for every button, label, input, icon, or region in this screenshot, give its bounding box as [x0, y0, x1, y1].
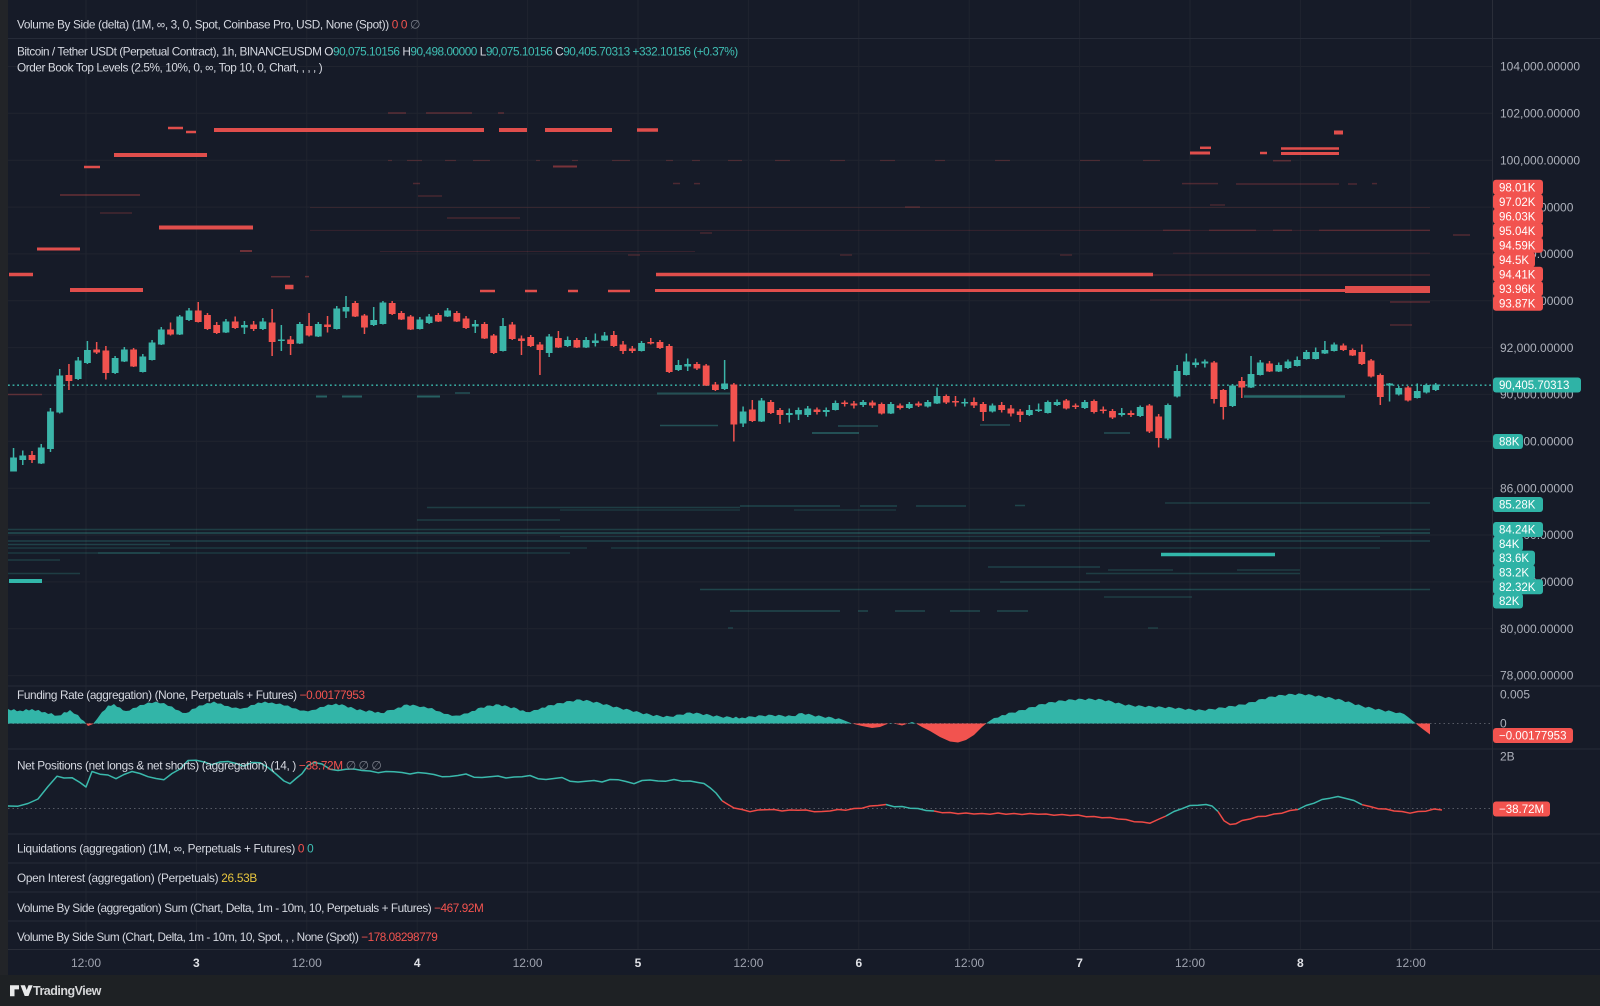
svg-text:5: 5 — [635, 956, 642, 970]
svg-text:83.6K: 83.6K — [1499, 553, 1529, 565]
svg-text:102,000.00000: 102,000.00000 — [1500, 107, 1580, 121]
svg-text:Volume By Side (delta) (1M, ∞,: Volume By Side (delta) (1M, ∞, 3, 0, Spo… — [17, 18, 420, 32]
svg-text:95.04K: 95.04K — [1499, 226, 1536, 238]
svg-text:84.24K: 84.24K — [1499, 525, 1536, 537]
svg-text:94.5K: 94.5K — [1499, 255, 1529, 267]
svg-text:4: 4 — [414, 956, 421, 970]
svg-text:98.01K: 98.01K — [1499, 182, 1536, 194]
svg-text:Net Positions (net longs & net: Net Positions (net longs & net shorts) (… — [17, 758, 381, 772]
svg-text:Liquidations (aggregation) (1M: Liquidations (aggregation) (1M, ∞, Perpe… — [17, 841, 314, 855]
svg-text:12:00: 12:00 — [954, 956, 984, 970]
svg-text:84K: 84K — [1499, 539, 1520, 551]
svg-text:85.28K: 85.28K — [1499, 500, 1536, 512]
svg-text:12:00: 12:00 — [513, 956, 543, 970]
svg-text:7: 7 — [1076, 956, 1083, 970]
svg-text:96.03K: 96.03K — [1499, 211, 1536, 223]
svg-text:0.005: 0.005 — [1500, 688, 1530, 702]
svg-text:0: 0 — [1500, 717, 1507, 731]
svg-text:Open Interest (aggregation) (P: Open Interest (aggregation) (Perpetuals)… — [17, 871, 257, 885]
svg-text:12:00: 12:00 — [1396, 956, 1426, 970]
svg-text:12:00: 12:00 — [733, 956, 763, 970]
svg-text:Funding Rate (aggregation) (No: Funding Rate (aggregation) (None, Perpet… — [17, 688, 366, 702]
svg-text:−0.00177953: −0.00177953 — [1499, 731, 1566, 743]
svg-text:100,000.00000: 100,000.00000 — [1500, 153, 1580, 167]
svg-text:97.02K: 97.02K — [1499, 197, 1536, 209]
svg-text:Volume By Side (aggregation) S: Volume By Side (aggregation) Sum (Chart,… — [17, 901, 483, 915]
svg-text:8: 8 — [1297, 956, 1304, 970]
svg-text:12:00: 12:00 — [1175, 956, 1205, 970]
svg-text:−38.72M: −38.72M — [1499, 804, 1544, 816]
svg-text:90,405.70313: 90,405.70313 — [1499, 380, 1569, 392]
svg-text:93.87K: 93.87K — [1499, 298, 1536, 310]
svg-text:94.41K: 94.41K — [1499, 269, 1536, 281]
svg-text:82K: 82K — [1499, 596, 1520, 608]
svg-text:88K: 88K — [1499, 437, 1520, 449]
svg-text:12:00: 12:00 — [71, 956, 101, 970]
svg-text:Bitcoin / Tether USDt (Perpetu: Bitcoin / Tether USDt (Perpetual Contrac… — [17, 44, 738, 58]
svg-text:Volume By Side Sum (Chart, Del: Volume By Side Sum (Chart, Delta, 1m - 1… — [17, 930, 437, 944]
svg-text:78,000.00000: 78,000.00000 — [1500, 669, 1574, 683]
svg-text:82.32K: 82.32K — [1499, 582, 1536, 594]
svg-text:12:00: 12:00 — [292, 956, 322, 970]
svg-text:104,000.00000: 104,000.00000 — [1500, 60, 1580, 74]
svg-text:93.96K: 93.96K — [1499, 284, 1536, 296]
svg-text:94.59K: 94.59K — [1499, 240, 1536, 252]
svg-text:Order Book Top Levels (2.5%, 1: Order Book Top Levels (2.5%, 10%, 0, ∞, … — [17, 60, 323, 74]
svg-text:2B: 2B — [1500, 750, 1515, 764]
svg-text:3: 3 — [193, 956, 200, 970]
svg-text:6: 6 — [855, 956, 862, 970]
svg-text:TradingView: TradingView — [33, 984, 102, 998]
svg-text:83.2K: 83.2K — [1499, 568, 1529, 580]
svg-text:80,000.00000: 80,000.00000 — [1500, 622, 1574, 636]
svg-text:86,000.00000: 86,000.00000 — [1500, 481, 1574, 495]
svg-text:92,000.00000: 92,000.00000 — [1500, 341, 1574, 355]
